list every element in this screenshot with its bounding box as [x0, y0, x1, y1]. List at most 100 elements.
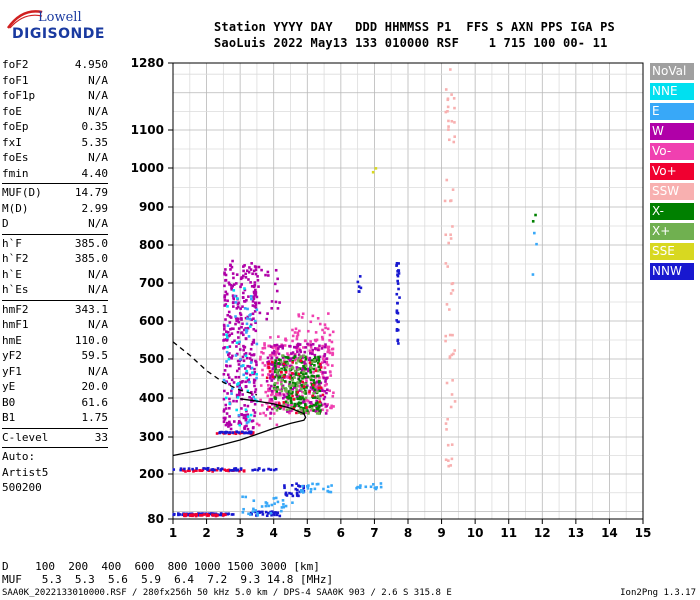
echo-point — [318, 400, 322, 403]
echo-point — [311, 383, 315, 387]
x-tick-label: 11 — [500, 526, 517, 540]
echo-point — [306, 367, 310, 371]
param-row: h`F 385.0 — [2, 237, 108, 253]
echo-point — [226, 299, 229, 303]
echo-point — [229, 364, 232, 368]
echo-point — [280, 382, 283, 386]
distance-row: D 100 200 400 600 800 1000 1500 3000 [km… — [2, 560, 320, 573]
echo-point — [230, 332, 234, 335]
echo-point — [225, 336, 229, 339]
echo-point — [331, 364, 334, 367]
echo-point — [318, 344, 321, 348]
echo-point — [295, 395, 299, 398]
echo-point — [297, 372, 301, 376]
echo-point — [238, 383, 241, 387]
echo-point — [444, 339, 447, 343]
logo-text-lowell: Lowell — [38, 10, 82, 25]
echo-point — [247, 295, 250, 298]
echo-point — [222, 420, 226, 423]
echo-point — [297, 381, 300, 385]
param-value: 61.6 — [81, 395, 109, 409]
echo-point — [316, 407, 319, 411]
echo-point — [307, 358, 311, 362]
echo-point — [312, 381, 316, 385]
echo-point — [224, 416, 227, 420]
echo-point — [225, 350, 229, 354]
param-label: foF1p — [2, 89, 36, 102]
echo-point — [259, 398, 262, 402]
echo-point — [285, 360, 289, 364]
param-row: B1 1.75 — [2, 411, 108, 427]
echo-point — [252, 291, 256, 295]
echo-point — [229, 469, 232, 472]
echo-point — [300, 375, 304, 378]
echo-point — [269, 353, 273, 357]
echo-point — [261, 361, 265, 365]
echo-point — [271, 351, 274, 355]
echo-point — [227, 357, 231, 361]
echo-point — [245, 376, 248, 380]
echo-point — [320, 388, 324, 392]
echo-point — [208, 512, 212, 516]
echo-point — [239, 467, 243, 470]
echo-point — [449, 464, 453, 467]
echo-point — [199, 512, 202, 516]
echo-point — [254, 388, 258, 391]
param-row: hmF2 343.1 — [2, 303, 108, 319]
echo-point — [252, 317, 255, 320]
echo-point — [249, 295, 253, 298]
echo-point — [206, 468, 209, 472]
echo-point — [328, 370, 332, 373]
echo-point — [232, 283, 236, 286]
echo-point — [315, 409, 319, 413]
echo-point — [251, 468, 254, 472]
echo-point — [267, 384, 270, 387]
echo-point — [451, 188, 455, 191]
echo-point — [245, 415, 248, 418]
echo-point — [255, 376, 258, 380]
echo-point — [242, 469, 246, 473]
echo-point — [301, 312, 305, 316]
echo-point — [283, 344, 287, 347]
echo-point — [318, 402, 322, 405]
echo-point — [226, 346, 229, 349]
param-label: yF1 — [2, 364, 22, 378]
echo-point — [198, 513, 202, 517]
echo-point — [226, 422, 230, 426]
x-tick-label: 12 — [534, 526, 551, 540]
echo-point — [232, 399, 235, 403]
echo-point — [278, 361, 281, 365]
echo-point — [231, 387, 234, 390]
echo-point — [275, 343, 279, 347]
echo-point — [364, 485, 368, 489]
echo-point — [451, 333, 454, 337]
echo-point — [227, 310, 231, 314]
echo-point — [264, 501, 268, 504]
echo-point — [268, 389, 272, 392]
echo-point — [291, 394, 294, 398]
echo-point — [307, 484, 310, 487]
echo-point — [240, 317, 243, 320]
echo-point — [272, 468, 276, 472]
echo-point — [298, 381, 301, 385]
echo-point — [276, 385, 279, 389]
echo-point — [245, 322, 249, 326]
echo-point — [236, 330, 240, 334]
echo-point — [222, 378, 226, 382]
echo-point — [275, 390, 279, 393]
echo-point — [223, 327, 226, 331]
echo-point — [250, 318, 253, 321]
echo-point — [310, 359, 314, 362]
echo-point — [227, 425, 230, 428]
param-label: hmE — [2, 333, 22, 347]
echo-point — [301, 377, 304, 380]
echo-point — [239, 285, 242, 289]
echo-point — [276, 277, 279, 281]
echo-point — [289, 403, 293, 407]
x-tick-label: 1 — [169, 526, 177, 540]
echo-point — [232, 305, 235, 308]
echo-point — [304, 346, 308, 349]
header-line-1: Station YYYY DAY DDD HHMMSS P1 FFS S AXN… — [214, 20, 615, 34]
digisonde-logo: Lowell DIGISONDE — [4, 6, 104, 46]
echo-point — [270, 503, 274, 507]
